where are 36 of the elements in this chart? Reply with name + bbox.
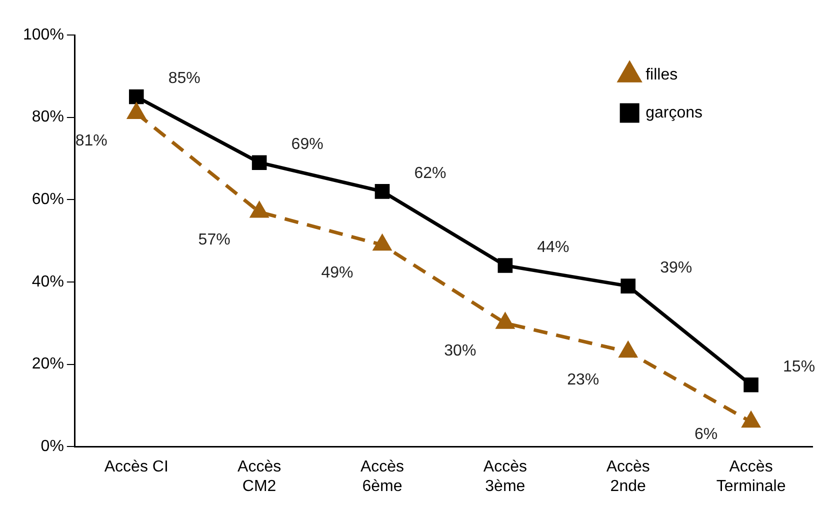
data-label: 49%: [321, 264, 354, 282]
point: [496, 313, 514, 329]
point: [128, 89, 144, 104]
y-tick-label: 60%: [32, 191, 64, 208]
data-label: 39%: [660, 259, 692, 276]
y-tick-label: 40%: [32, 273, 64, 290]
data-label: 62%: [414, 164, 446, 182]
point: [374, 235, 391, 251]
data-label: 69%: [291, 136, 324, 153]
legend-label: garçons: [646, 104, 702, 122]
point: [252, 155, 267, 170]
x-tick-label: Accès Terminale: [716, 458, 786, 495]
data-label: 85%: [168, 70, 200, 88]
point: [498, 258, 513, 273]
x-tick-label: Accès 3ème: [483, 458, 527, 495]
y-tick-label: 0%: [40, 438, 64, 456]
point: [250, 202, 268, 218]
y-tick-label: 80%: [32, 108, 64, 126]
data-label: 44%: [537, 238, 570, 256]
data-label: 81%: [75, 132, 108, 150]
x-tick-label: Accès CM2: [238, 458, 282, 495]
data-label: 30%: [444, 342, 476, 360]
x-tick-label: Accès 2nde: [606, 458, 650, 495]
point: [620, 278, 636, 294]
point: [374, 184, 390, 199]
y-tick-label: 100%: [23, 26, 64, 44]
data-label: 23%: [567, 371, 600, 388]
data-label: 57%: [198, 231, 230, 248]
x-tick-label: Accès CI: [104, 458, 168, 476]
point: [619, 342, 637, 358]
x-tick-label: Accès 6ème: [360, 458, 404, 495]
point: [742, 412, 760, 428]
data-label: 15%: [783, 358, 816, 376]
data-label: 6%: [694, 426, 718, 444]
y-tick-label: 20%: [32, 356, 64, 373]
legend-label: filles: [646, 66, 678, 84]
